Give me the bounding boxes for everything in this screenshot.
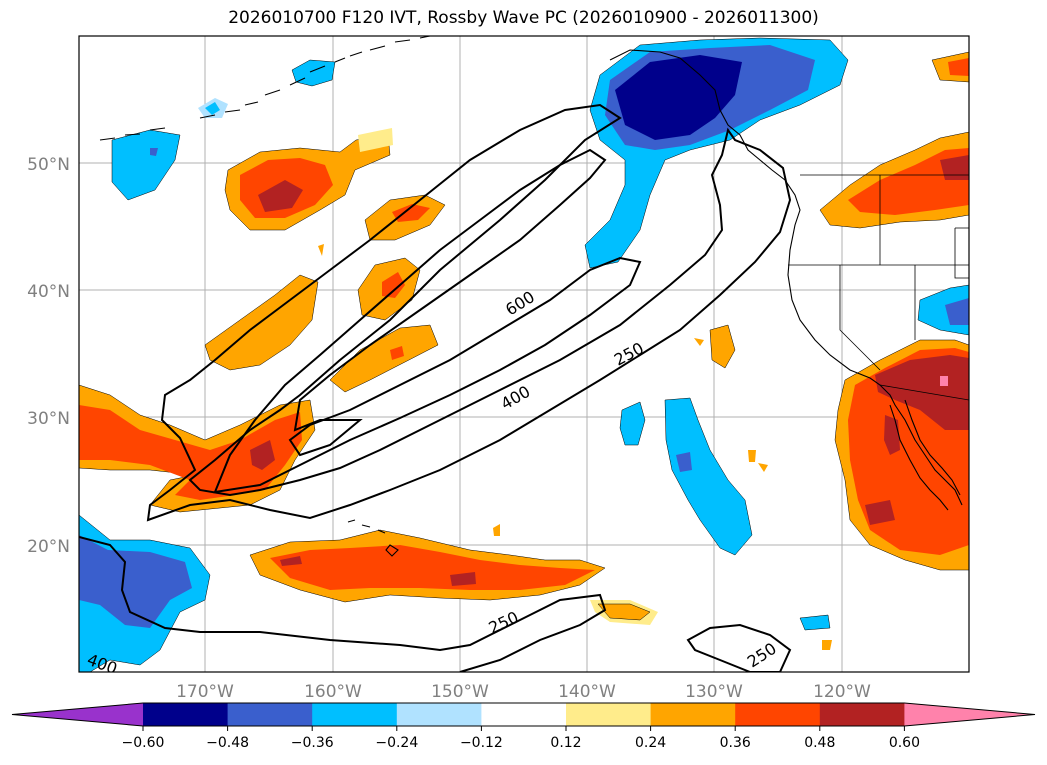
colorbar-box [312, 703, 398, 726]
lon-label-170w: 170°W [176, 682, 234, 702]
west-red-orange-band [79, 405, 302, 500]
east-pink-spot [940, 376, 948, 386]
colorbar-box [227, 703, 313, 726]
colorbar-box [735, 703, 821, 726]
colorbar-tick-label: −0.36 [291, 735, 334, 751]
central-orange-spot [709, 324, 736, 369]
east-central-orange-dot-a [748, 450, 756, 462]
aleutian-islands [99, 36, 431, 141]
central-east-light-blue [664, 397, 753, 556]
north-yellow-edge [358, 128, 393, 152]
east-medium-blue [945, 298, 969, 325]
colorbar-tick-label: 0.60 [889, 735, 920, 751]
graticule [79, 36, 969, 672]
colorbar-tick-label: 0.24 [635, 735, 666, 751]
hawaii-islands [347, 519, 399, 557]
lon-label-130w: 130°W [685, 682, 743, 702]
central-east-medium-blue-spot [676, 452, 692, 472]
north-light-blue-spot [205, 102, 220, 115]
map-title: 2026010700 F120 IVT, Rossby Wave PC (202… [228, 8, 819, 28]
colorbar-tick-label: −0.12 [460, 735, 503, 751]
map-frame [78, 35, 970, 673]
colorbar-tick-label: 0.36 [720, 735, 751, 751]
southeast-orange-dot [822, 640, 832, 650]
central-orange-dot [694, 338, 704, 346]
northwest-medium-blue-spot [150, 148, 158, 156]
colorbar-tick-label: −0.48 [206, 735, 249, 751]
colorbar-tick-label: −0.24 [375, 735, 418, 751]
southwest-medium-blue [79, 535, 192, 628]
colorbar-box [143, 703, 229, 726]
mid-red-orange-patch [382, 272, 405, 298]
north-central-red-orange [392, 204, 430, 222]
lat-label-30n: 30°N [27, 409, 70, 429]
south-small-orange [597, 603, 651, 621]
lat-label-20n: 20°N [27, 537, 70, 557]
gulf-alaska-dark-blue [615, 55, 742, 140]
contour-250-southeast [686, 623, 792, 672]
east-dark-red-region [875, 355, 969, 430]
colorbar-box [650, 703, 736, 726]
lon-label-120w: 120°W [813, 682, 871, 702]
east-central-orange-dot-b [758, 463, 768, 472]
central-light-blue-small [619, 401, 646, 446]
colorbar-tick-label: −0.60 [122, 735, 165, 751]
colorbar-tick-label: 0.48 [804, 735, 835, 751]
northwest-light-blue-blob [111, 129, 181, 201]
south-small-light-blue [799, 614, 831, 631]
us-state-borders [788, 174, 969, 401]
south-orange-dot [493, 524, 500, 536]
northeast-dark-red-spot [940, 155, 969, 180]
mid-red-orange-spot [390, 346, 404, 360]
south-dark-red-spot-west [280, 556, 302, 566]
negative-anomaly-fields [79, 37, 969, 672]
lon-label-150w: 150°W [431, 682, 489, 702]
colorbar-box [481, 703, 567, 726]
north-dark-red-spot [258, 180, 303, 212]
south-red-orange-band [270, 545, 595, 590]
lon-label-140w: 140°W [558, 682, 616, 702]
colorbar: −0.60 −0.48 −0.36 −0.24 −0.12 0.12 0.24 0.36 0.4… [11, 702, 1036, 751]
baja-peninsula [889, 399, 961, 511]
northeast-corner-red-orange [948, 58, 969, 76]
colorbar-extension-high [904, 703, 1035, 726]
lon-label-160w: 160°W [304, 682, 362, 702]
colorbar-tick-label: 0.12 [550, 735, 581, 751]
south-dark-red-spot [450, 572, 476, 586]
lat-label-40n: 40°N [27, 282, 70, 302]
us-mexico-border [879, 384, 969, 401]
contour-250-outer [146, 103, 792, 522]
east-dark-red-spot-b [865, 500, 895, 525]
colorbar-extension-low [12, 703, 143, 726]
colorbar-box [566, 703, 652, 726]
positive-anomaly-fields [79, 51, 969, 650]
lat-label-50n: 50°N [27, 155, 70, 175]
west-orange-dot [318, 244, 324, 256]
colorbar-box [819, 703, 905, 726]
state-border-d [839, 265, 881, 371]
coastlines [99, 36, 963, 557]
contour-400-inner [213, 148, 642, 494]
contour-400-southwest [79, 536, 607, 672]
alaska-canada-coastline [609, 49, 963, 506]
ivt-contours [79, 103, 792, 672]
northeast-red-orange-region [848, 148, 969, 215]
state-border-e [954, 227, 969, 279]
west-dark-red-spot [250, 440, 275, 470]
colorbar-box [396, 703, 482, 726]
